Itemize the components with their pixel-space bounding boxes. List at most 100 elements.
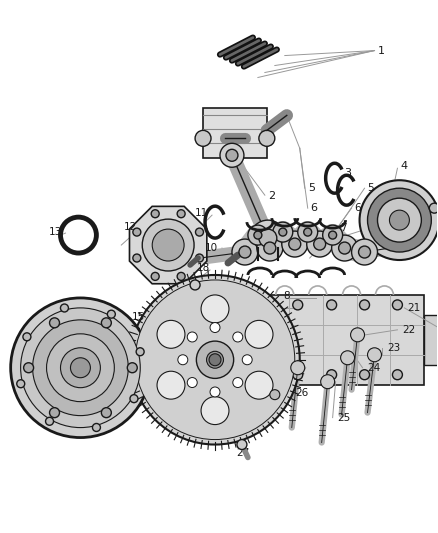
Circle shape: [245, 371, 273, 399]
Text: 12: 12: [124, 222, 137, 232]
Circle shape: [101, 408, 111, 418]
Circle shape: [201, 295, 229, 323]
Circle shape: [392, 300, 403, 310]
Circle shape: [157, 371, 185, 399]
Circle shape: [245, 320, 273, 348]
Text: 9: 9: [258, 301, 265, 311]
Text: 25: 25: [338, 413, 351, 423]
Circle shape: [328, 231, 337, 239]
Circle shape: [307, 231, 332, 257]
Circle shape: [429, 203, 438, 213]
Circle shape: [71, 358, 90, 378]
Circle shape: [46, 417, 53, 425]
Circle shape: [250, 220, 286, 256]
Circle shape: [360, 300, 370, 310]
Circle shape: [187, 332, 197, 342]
Text: 11: 11: [195, 208, 208, 218]
Circle shape: [130, 394, 138, 402]
Bar: [237, 315, 255, 365]
Circle shape: [233, 377, 243, 387]
Circle shape: [289, 238, 301, 250]
Circle shape: [92, 424, 100, 431]
Circle shape: [282, 231, 308, 257]
Circle shape: [17, 379, 25, 387]
Circle shape: [314, 238, 326, 250]
Text: 7: 7: [339, 223, 346, 233]
Circle shape: [264, 242, 276, 254]
Circle shape: [127, 363, 137, 373]
Text: 27: 27: [236, 448, 250, 457]
Circle shape: [201, 397, 229, 425]
Circle shape: [257, 235, 283, 261]
Text: 18: 18: [197, 263, 210, 273]
Text: 2: 2: [268, 191, 275, 201]
Circle shape: [152, 229, 184, 261]
Circle shape: [133, 254, 141, 262]
Text: 19: 19: [372, 223, 386, 233]
Bar: [424, 315, 438, 365]
Circle shape: [321, 375, 335, 389]
Circle shape: [21, 308, 140, 427]
Circle shape: [259, 229, 277, 247]
Text: 6: 6: [355, 203, 361, 213]
Text: 23: 23: [388, 343, 401, 353]
Circle shape: [392, 370, 403, 379]
Circle shape: [233, 332, 243, 342]
Circle shape: [242, 355, 252, 365]
Circle shape: [332, 235, 357, 261]
Circle shape: [254, 231, 262, 239]
Text: 21: 21: [407, 303, 420, 313]
Circle shape: [298, 222, 318, 242]
Circle shape: [49, 318, 60, 328]
Circle shape: [239, 246, 251, 258]
Text: 13: 13: [49, 227, 63, 237]
Circle shape: [190, 280, 200, 290]
Circle shape: [195, 228, 204, 236]
Circle shape: [304, 228, 312, 236]
Circle shape: [23, 333, 31, 341]
Text: 10: 10: [205, 243, 218, 253]
Circle shape: [24, 363, 34, 373]
Circle shape: [350, 328, 364, 342]
Circle shape: [133, 228, 141, 236]
Circle shape: [157, 320, 185, 348]
Circle shape: [177, 272, 185, 280]
Text: 4: 4: [400, 161, 407, 171]
Circle shape: [151, 210, 159, 217]
Circle shape: [135, 280, 295, 440]
Circle shape: [323, 225, 343, 245]
Text: 6: 6: [311, 203, 318, 213]
Circle shape: [341, 351, 355, 365]
Circle shape: [260, 300, 270, 310]
Circle shape: [49, 408, 60, 418]
Circle shape: [226, 149, 238, 161]
Circle shape: [210, 322, 220, 333]
Circle shape: [130, 275, 300, 445]
Circle shape: [232, 239, 258, 265]
Circle shape: [259, 131, 275, 147]
Circle shape: [60, 348, 100, 387]
Circle shape: [136, 348, 144, 356]
Text: 16: 16: [185, 318, 198, 328]
Circle shape: [360, 180, 438, 260]
Circle shape: [177, 210, 185, 217]
Circle shape: [195, 131, 211, 147]
Circle shape: [260, 370, 270, 379]
Text: 20: 20: [414, 203, 427, 213]
Circle shape: [279, 228, 287, 236]
Circle shape: [359, 246, 371, 258]
Circle shape: [352, 239, 378, 265]
Circle shape: [293, 300, 303, 310]
Circle shape: [367, 348, 381, 362]
Text: 5: 5: [367, 183, 374, 193]
Circle shape: [248, 225, 268, 245]
Circle shape: [293, 370, 303, 379]
Circle shape: [210, 387, 220, 397]
Text: 15: 15: [132, 312, 145, 322]
Circle shape: [151, 272, 159, 280]
Circle shape: [46, 334, 114, 402]
Circle shape: [339, 242, 350, 254]
Circle shape: [11, 298, 150, 438]
Text: 5: 5: [308, 183, 315, 193]
Circle shape: [291, 361, 305, 375]
